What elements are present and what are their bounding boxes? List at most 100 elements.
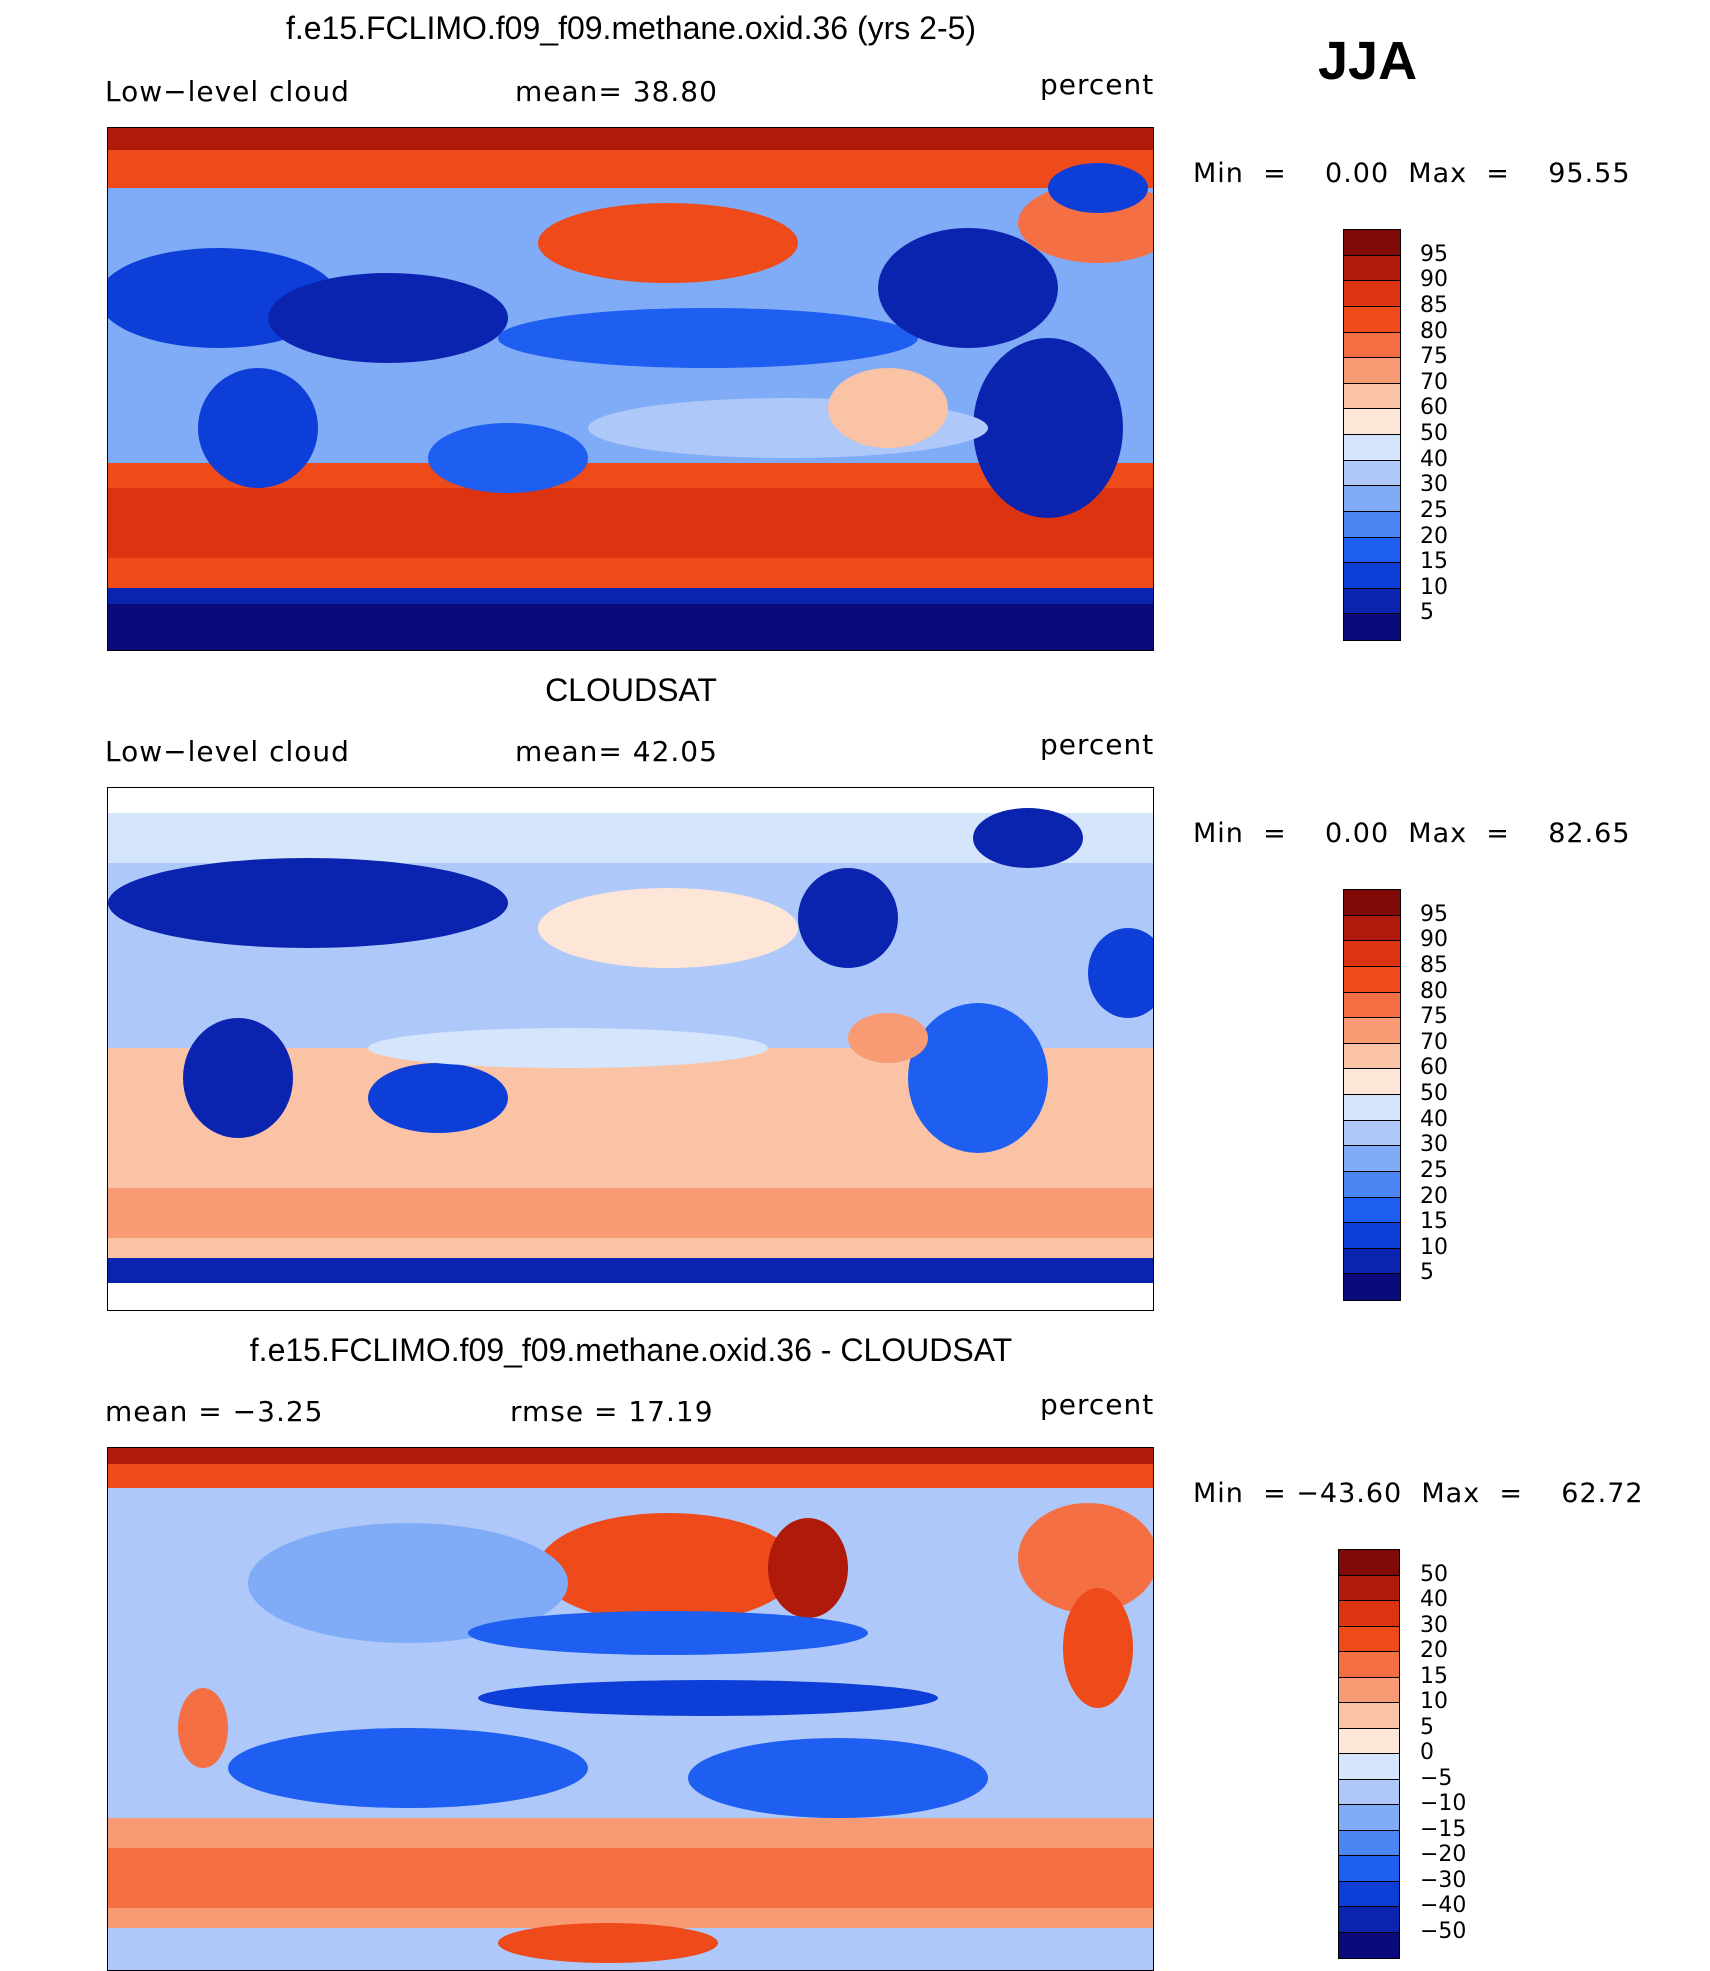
colorbar-tick-label: 20 — [1420, 523, 1448, 549]
panel-1-minmax: Min = 0.00 Max = 95.55 — [1193, 158, 1631, 189]
colorbar-tick-label: 15 — [1420, 1209, 1448, 1235]
colorbar-segment — [1344, 1043, 1400, 1070]
colorbar-tick-label: −40 — [1420, 1893, 1467, 1918]
colorbar-tick-label: 80 — [1420, 978, 1448, 1004]
colorbar-tick-label: 95 — [1420, 901, 1448, 927]
colorbar-tick-label: 80 — [1420, 318, 1448, 344]
colorbar-segment — [1339, 1881, 1399, 1907]
colorbar-tick-label: 5 — [1420, 600, 1434, 626]
colorbar-segment — [1339, 1728, 1399, 1754]
colorbar-segment — [1344, 563, 1400, 589]
colorbar-tick-label: 10 — [1420, 1234, 1448, 1260]
colorbar-segment — [1339, 1677, 1399, 1703]
colorbar-tick-label: 0 — [1420, 1740, 1434, 1765]
panel-2-variable-label: Low−level cloud — [105, 735, 350, 768]
colorbar-segment — [1344, 230, 1400, 256]
colorbar-segment — [1339, 1652, 1399, 1678]
colorbar-tick-label: −5 — [1420, 1765, 1453, 1791]
panel-2-title: CLOUDSAT — [545, 672, 717, 708]
colorbar-segment — [1344, 1171, 1400, 1198]
colorbar-segment — [1339, 1550, 1399, 1576]
colorbar-tick-label: 20 — [1420, 1638, 1448, 1663]
panel-2-mean-label: mean= 42.05 — [515, 735, 718, 768]
panel-1-colorbar-labels: 95 90 85 80 75 70 60 50 40 30 25 20 15 10 5 — [1420, 229, 1500, 639]
colorbar-segment — [1344, 435, 1400, 461]
colorbar-tick-label: 95 — [1420, 241, 1448, 267]
colorbar-segment — [1339, 1601, 1399, 1627]
colorbar-segment — [1344, 537, 1400, 564]
colorbar-segment — [1344, 358, 1400, 384]
colorbar-segment — [1339, 1575, 1399, 1601]
colorbar-segment — [1344, 332, 1400, 359]
colorbar-segment — [1339, 1830, 1399, 1856]
panel-3-map — [107, 1447, 1154, 1971]
panel-2-colorbar-labels: 95 90 85 80 75 70 60 50 40 30 25 20 15 10 5 — [1420, 889, 1500, 1299]
colorbar-tick-label: 40 — [1420, 1106, 1448, 1132]
colorbar-tick-label: 15 — [1420, 1663, 1448, 1689]
panel-3-minmax: Min = −43.60 Max = 62.72 — [1193, 1478, 1644, 1509]
colorbar-segment — [1344, 890, 1400, 916]
colorbar-segment — [1339, 1856, 1399, 1882]
colorbar-segment — [1344, 1248, 1400, 1275]
colorbar-segment — [1344, 1146, 1400, 1172]
colorbar-segment — [1344, 486, 1400, 512]
colorbar-segment — [1339, 1779, 1399, 1805]
panel-2-minmax: Min = 0.00 Max = 82.65 — [1193, 818, 1631, 849]
colorbar-segment — [1344, 281, 1400, 307]
colorbar-tick-label: −50 — [1420, 1918, 1467, 1944]
colorbar-tick-label: 90 — [1420, 267, 1448, 293]
season-label: JJA — [1318, 31, 1418, 91]
colorbar-tick-label: −15 — [1420, 1816, 1467, 1842]
panel-3-title: f.e15.FCLIMO.f09_f09.methane.oxid.36 - C… — [249, 1332, 1013, 1368]
colorbar-tick-label: 10 — [1420, 1689, 1448, 1714]
colorbar-segment — [1344, 992, 1400, 1019]
colorbar-segment — [1339, 1703, 1399, 1729]
panel-1-mean-label: mean= 38.80 — [515, 75, 718, 108]
colorbar-tick-label: 85 — [1420, 292, 1448, 318]
colorbar-tick-label: 50 — [1420, 1081, 1448, 1106]
colorbar-segment — [1344, 588, 1400, 615]
colorbar-segment — [1344, 306, 1400, 333]
colorbar-segment — [1339, 1932, 1399, 1958]
colorbar-segment — [1344, 941, 1400, 967]
panel-2-colorbar — [1343, 889, 1401, 1301]
colorbar-tick-label: 40 — [1420, 1587, 1448, 1612]
colorbar-segment — [1344, 1069, 1400, 1095]
colorbar-segment — [1344, 614, 1400, 640]
colorbar-tick-label: 50 — [1420, 1561, 1448, 1587]
colorbar-tick-label: 20 — [1420, 1183, 1448, 1209]
colorbar-segment — [1344, 1274, 1400, 1300]
colorbar-segment — [1344, 460, 1400, 487]
panel-3-units-label: percent — [1040, 1388, 1155, 1421]
panel-2-units-label: percent — [1040, 728, 1155, 761]
colorbar-segment — [1344, 1223, 1400, 1249]
colorbar-segment — [1344, 966, 1400, 993]
colorbar-segment — [1339, 1754, 1399, 1780]
colorbar-segment — [1344, 511, 1400, 538]
colorbar-segment — [1344, 915, 1400, 942]
colorbar-tick-label: 10 — [1420, 574, 1448, 600]
colorbar-tick-label: 85 — [1420, 952, 1448, 978]
colorbar-tick-label: −10 — [1420, 1791, 1467, 1816]
colorbar-tick-label: 30 — [1420, 1612, 1448, 1638]
colorbar-tick-label: 75 — [1420, 344, 1448, 370]
colorbar-tick-label: 25 — [1420, 497, 1448, 523]
colorbar-tick-label: 25 — [1420, 1157, 1448, 1183]
colorbar-segment — [1344, 409, 1400, 435]
colorbar-segment — [1344, 383, 1400, 410]
colorbar-segment — [1344, 1095, 1400, 1121]
colorbar-segment — [1344, 1197, 1400, 1224]
panel-1-colorbar — [1343, 229, 1401, 641]
colorbar-tick-label: 75 — [1420, 1004, 1448, 1030]
colorbar-segment — [1339, 1907, 1399, 1933]
colorbar-segment — [1339, 1626, 1399, 1652]
colorbar-tick-label: −30 — [1420, 1867, 1467, 1893]
colorbar-tick-label: 50 — [1420, 421, 1448, 446]
panel-3-colorbar — [1338, 1549, 1400, 1959]
panel-1-units-label: percent — [1040, 68, 1155, 101]
colorbar-segment — [1339, 1805, 1399, 1831]
colorbar-segment — [1344, 255, 1400, 282]
colorbar-tick-label: −20 — [1420, 1842, 1467, 1867]
panel-2-map — [107, 787, 1154, 1311]
colorbar-tick-label: 40 — [1420, 446, 1448, 472]
